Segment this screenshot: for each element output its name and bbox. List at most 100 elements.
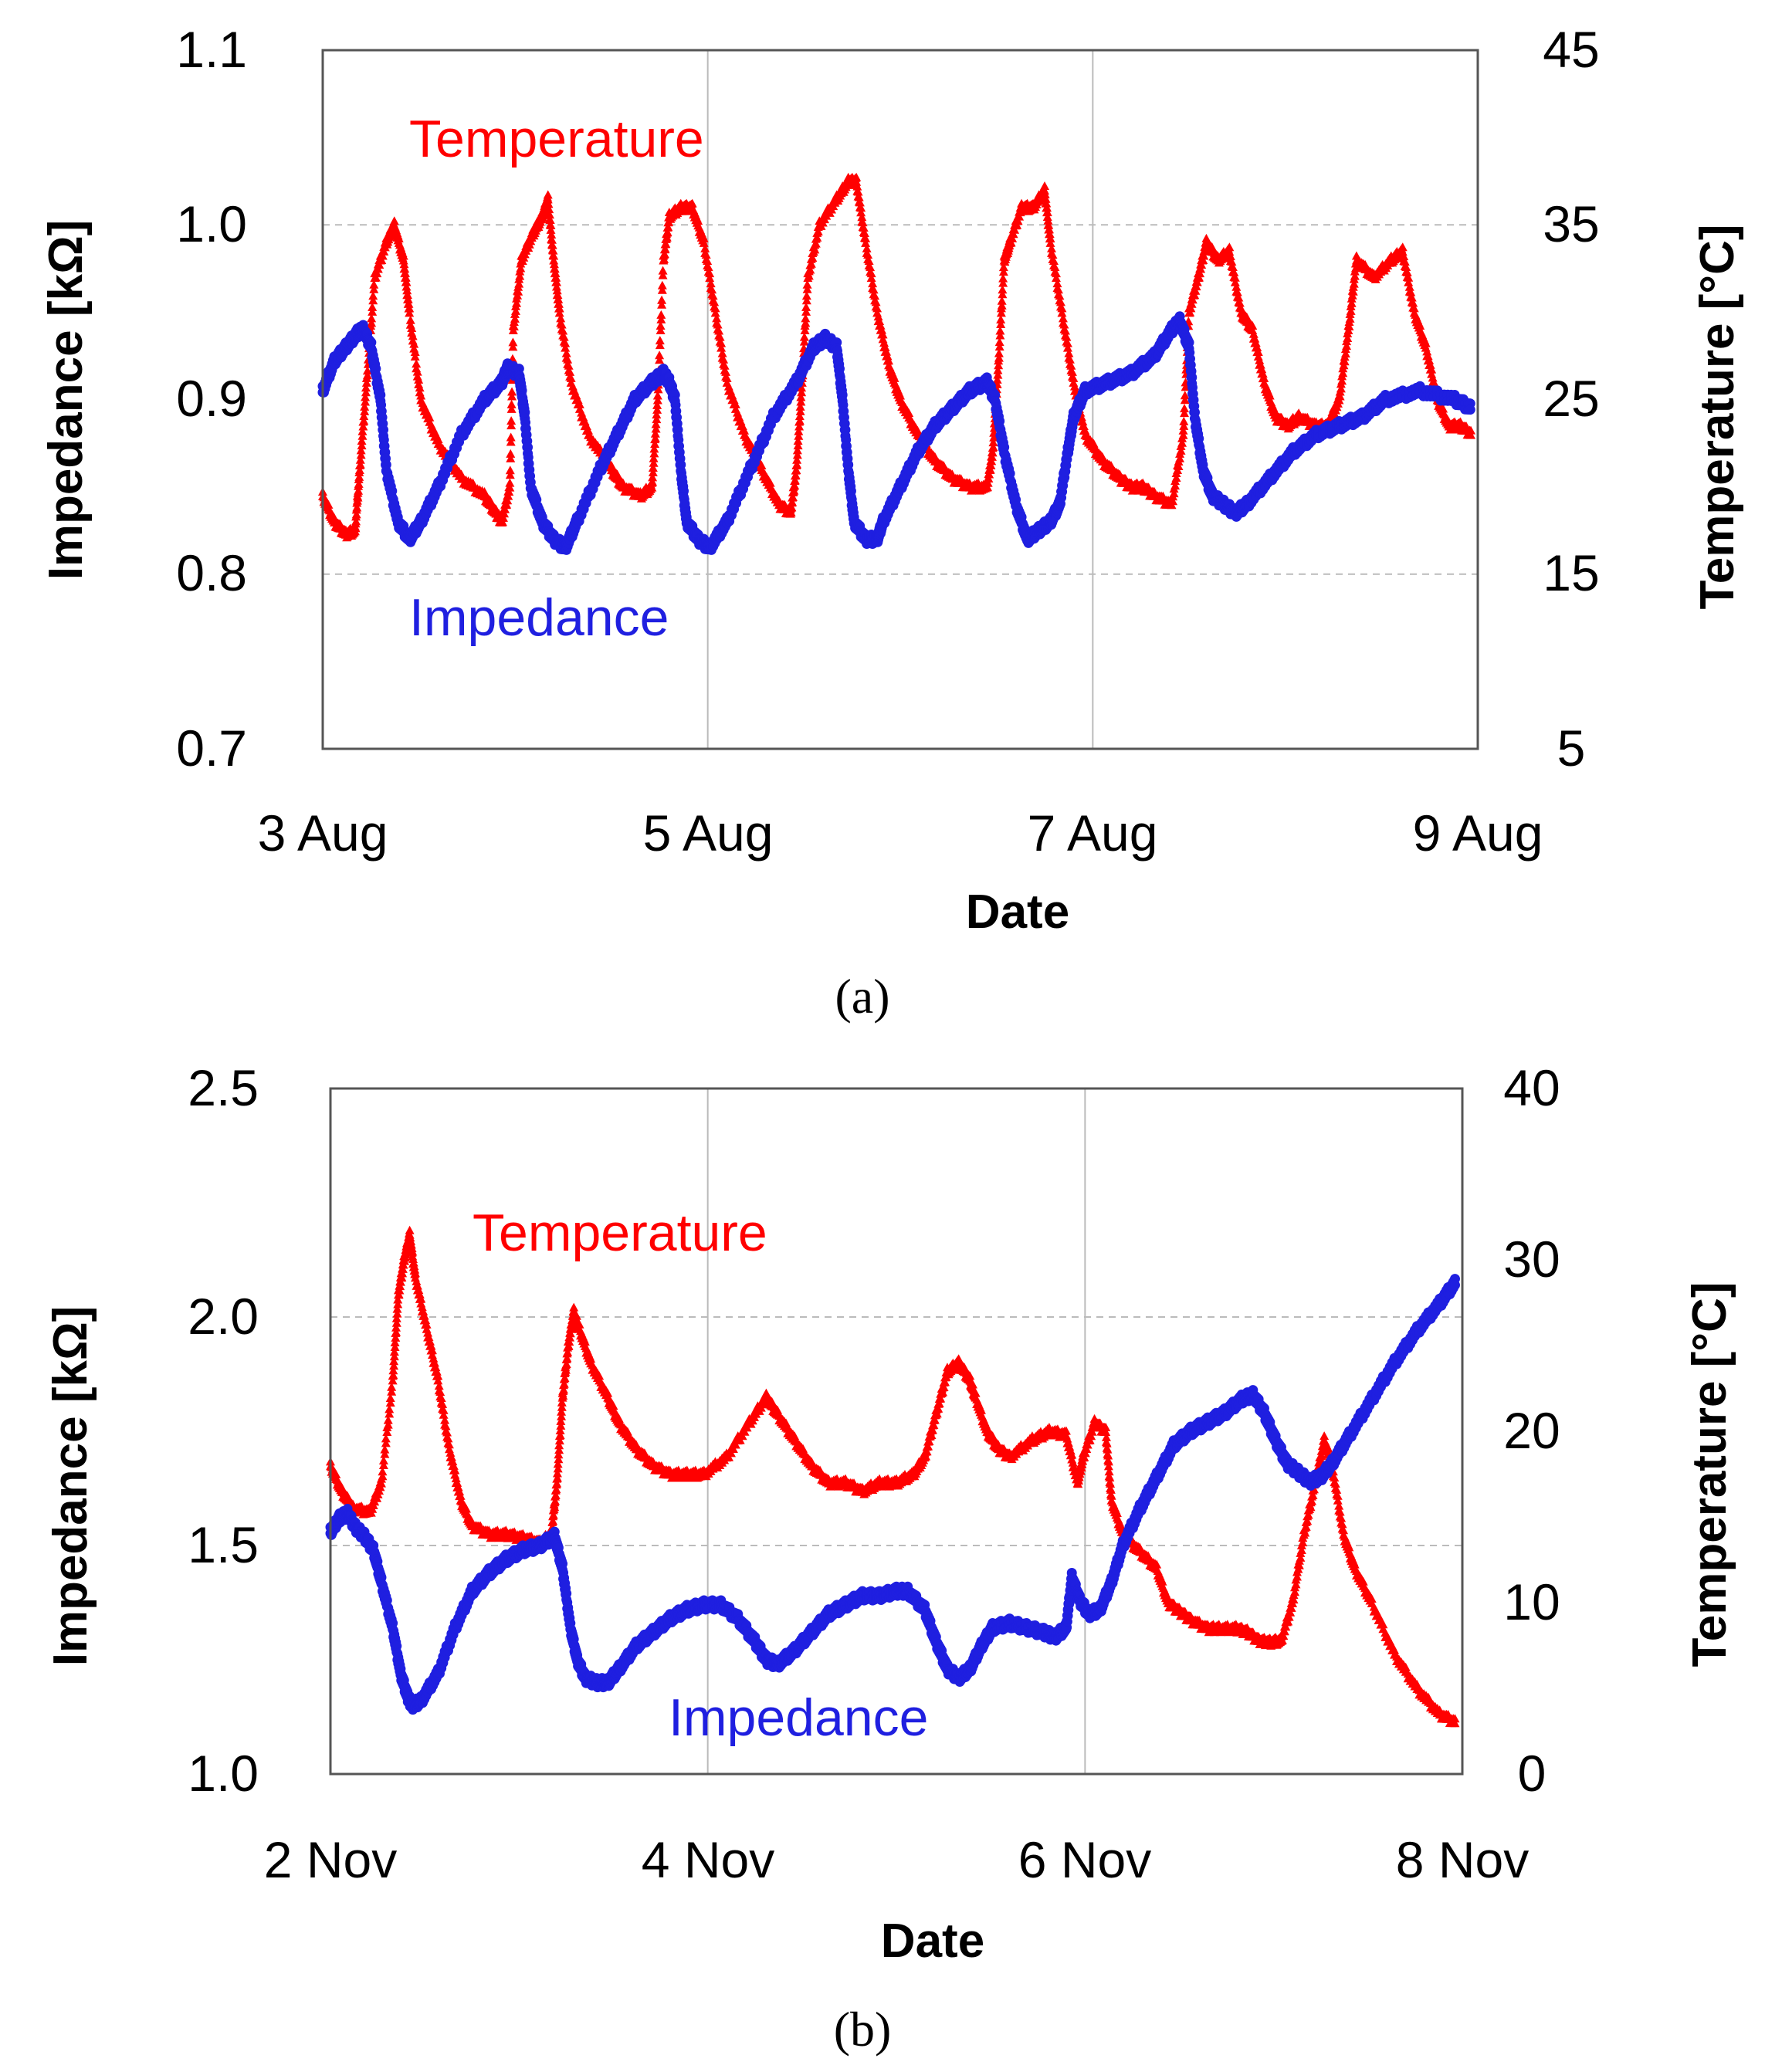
temperature-point (515, 272, 524, 280)
temperature-point (995, 342, 1004, 350)
temperature-point (649, 449, 659, 457)
temperature-point (998, 279, 1008, 287)
chart-panel-a: 0.7 0.8 0.9 1.0 1.1 5 15 25 35 45 3 Aug … (39, 21, 1744, 1024)
temperature-point (655, 355, 664, 364)
temperature-point (511, 306, 520, 315)
temperature-point (361, 398, 370, 406)
temperature-series-b (326, 1226, 1459, 1728)
temperature-point (361, 388, 371, 396)
annotation-temperature-a: Temperature (409, 110, 704, 168)
xtick-a-2: 7 Aug (1028, 804, 1158, 862)
ytick-left-a-0: 0.7 (176, 719, 247, 777)
temperature-point (506, 438, 516, 446)
ylabel-right-a: Temperature [°C] (1691, 224, 1744, 609)
temperature-point (995, 331, 1004, 340)
temperature-point (506, 454, 515, 462)
temperature-point (999, 267, 1008, 276)
temperature-point (651, 434, 660, 442)
temperature-point (393, 1300, 402, 1309)
temperature-point (386, 1398, 395, 1407)
temperature-point (356, 460, 365, 469)
temperature-point (998, 289, 1007, 298)
temperature-point (656, 315, 666, 323)
temperature-point (793, 450, 802, 459)
temperature-point (1172, 473, 1181, 482)
temperature-point (510, 314, 520, 323)
temperature-point (389, 1361, 398, 1369)
temperature-point (1180, 408, 1189, 417)
temperature-point (1170, 489, 1179, 497)
temperature-point (368, 296, 378, 304)
impedance-point (1465, 405, 1475, 415)
temperature-point (794, 441, 803, 449)
temperature-point (1336, 384, 1346, 392)
temperature-point (795, 416, 805, 425)
temperature-point (997, 308, 1006, 317)
xtick-a-0: 3 Aug (258, 804, 388, 862)
temperature-point (507, 391, 517, 400)
temperature-point (388, 1370, 398, 1379)
temperature-point (357, 450, 366, 459)
temperature-point (653, 396, 662, 405)
temperature-point (392, 1319, 401, 1327)
temperature-point (506, 421, 516, 429)
temperature-point (988, 442, 998, 451)
temperature-point (390, 1352, 399, 1360)
temperature-point (796, 398, 805, 406)
temperature-point (379, 1461, 388, 1469)
temperature-point (657, 300, 666, 309)
temperature-point (1338, 368, 1347, 377)
temperature-point (357, 432, 367, 440)
temperature-point (362, 378, 371, 387)
temperature-point (554, 1464, 563, 1472)
ytick-left-a-4: 1.1 (176, 21, 247, 78)
temperature-point (380, 1450, 389, 1458)
ytick-left-a-2: 0.9 (176, 370, 247, 427)
temperature-point (656, 340, 665, 349)
ytick-left-a-3: 1.0 (176, 195, 247, 252)
temperature-point (649, 459, 659, 467)
temperature-point (514, 279, 523, 288)
temperature-point (359, 416, 368, 425)
temperature-point (659, 271, 668, 279)
temperature-point (801, 318, 810, 327)
temperature-point (1347, 299, 1357, 307)
ytick-left-a-1: 0.8 (176, 544, 247, 601)
temperature-point (1170, 481, 1180, 489)
temperature-point (998, 301, 1007, 310)
temperature-point (391, 1342, 400, 1351)
temperature-point (1347, 306, 1356, 315)
temperature-point (1175, 454, 1184, 462)
temperature-point (658, 286, 667, 294)
xtick-a-1: 5 Aug (643, 804, 774, 862)
ylabel-left-a: Impedance [kΩ] (39, 220, 93, 581)
temperature-point (802, 296, 811, 304)
temperature-point (554, 1454, 563, 1463)
temperature-point (556, 1421, 565, 1430)
temperature-point (506, 470, 515, 479)
xtick-a-3: 9 Aug (1413, 804, 1543, 862)
temperature-point (994, 354, 1004, 362)
temperature-point (381, 1438, 391, 1447)
temperature-point (1342, 341, 1351, 350)
temperature-point (411, 352, 420, 361)
temperature-point (378, 1471, 387, 1480)
temperature-point (1179, 422, 1188, 430)
temperature-point (1177, 446, 1186, 455)
temperature-point (369, 285, 378, 293)
temperature-point (993, 371, 1002, 379)
temperature-point (1343, 333, 1352, 342)
temperature-point (803, 285, 812, 293)
temperature-point (387, 1387, 396, 1396)
temperature-point (1346, 314, 1355, 323)
temperature-point (794, 432, 803, 440)
temperature-point (994, 361, 1003, 369)
temperature-point (801, 326, 810, 334)
temperature-point (1337, 376, 1347, 384)
temperature-point (649, 468, 658, 476)
temperature-point (512, 299, 521, 307)
temperature-point (392, 1309, 401, 1318)
temperature-point (368, 307, 377, 316)
ytick-right-a-1: 15 (1543, 544, 1599, 601)
